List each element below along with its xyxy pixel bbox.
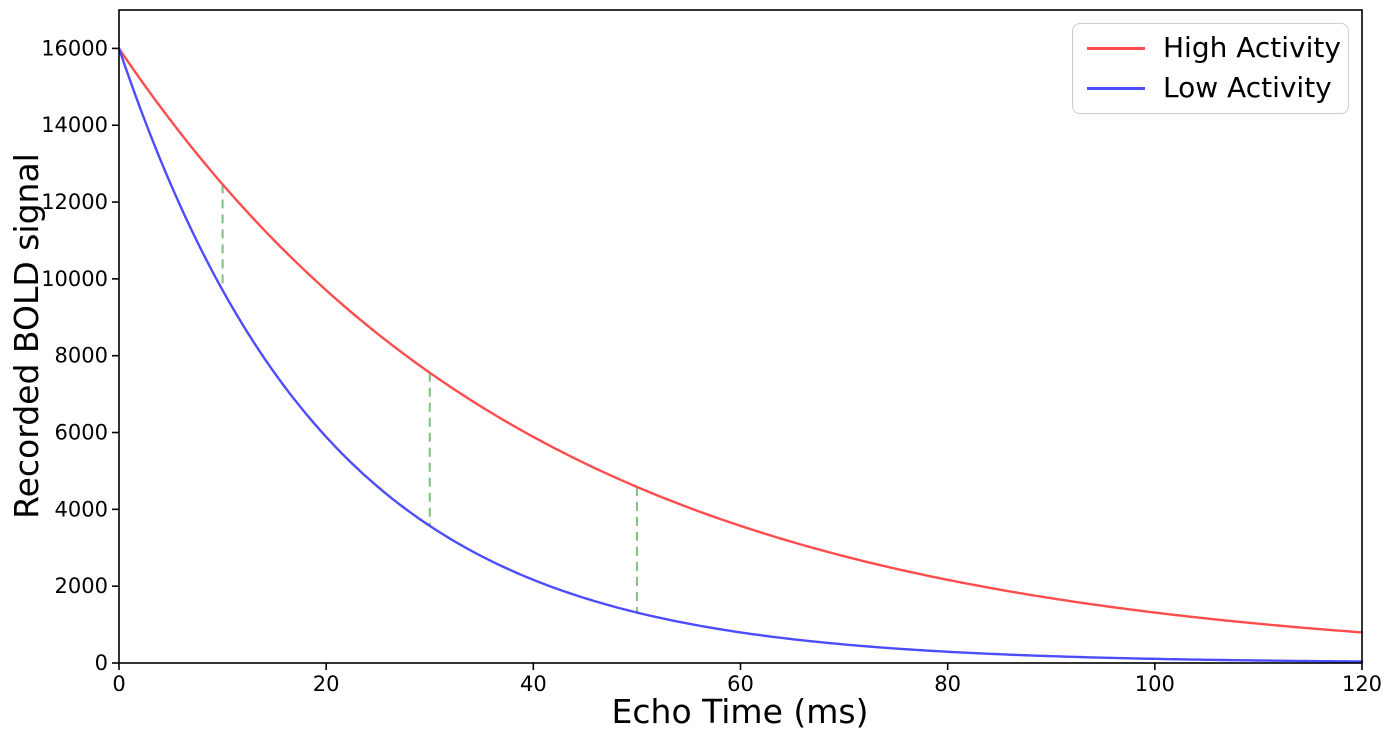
y-tick-label: 12000 [41,190,108,214]
x-tick-label: 120 [1342,672,1382,696]
x-axis-label: Echo Time (ms) [612,692,869,731]
x-tick-label: 40 [520,672,547,696]
legend-line-high-activity [1087,47,1145,51]
y-tick-label: 0 [95,651,108,675]
y-tick-label: 6000 [55,421,108,445]
x-tick-label: 100 [1135,672,1175,696]
x-tick-label: 20 [313,672,340,696]
y-tick-label: 14000 [41,113,108,137]
series-line-high-activity [117,47,1364,634]
plot-layer: 0 20 40 60 80 100 120 0 2000 4000 6000 8000 10000 120… [41,9,1382,696]
y-axis-label: Recorded BOLD signal [7,153,46,519]
legend-line-low-activity [1087,86,1145,90]
legend-item-low-activity: Low Activity [1073,70,1348,104]
y-tick-label: 2000 [55,574,108,598]
legend-label-high-activity: High Activity [1163,31,1341,65]
x-tick-label: 0 [112,672,125,696]
y-tick-label: 10000 [41,267,108,291]
y-tick-label: 16000 [41,36,108,60]
y-tick-label: 8000 [55,344,108,368]
legend-item-high-activity: High Activity [1073,33,1348,64]
legend-label-low-activity: Low Activity [1163,70,1332,104]
x-tick-label: 80 [934,672,961,696]
y-tick-label: 4000 [55,497,108,521]
series-line-low-activity [117,47,1364,663]
legend: High Activity Low Activity [1072,23,1349,114]
x-tick-label: 60 [727,672,754,696]
